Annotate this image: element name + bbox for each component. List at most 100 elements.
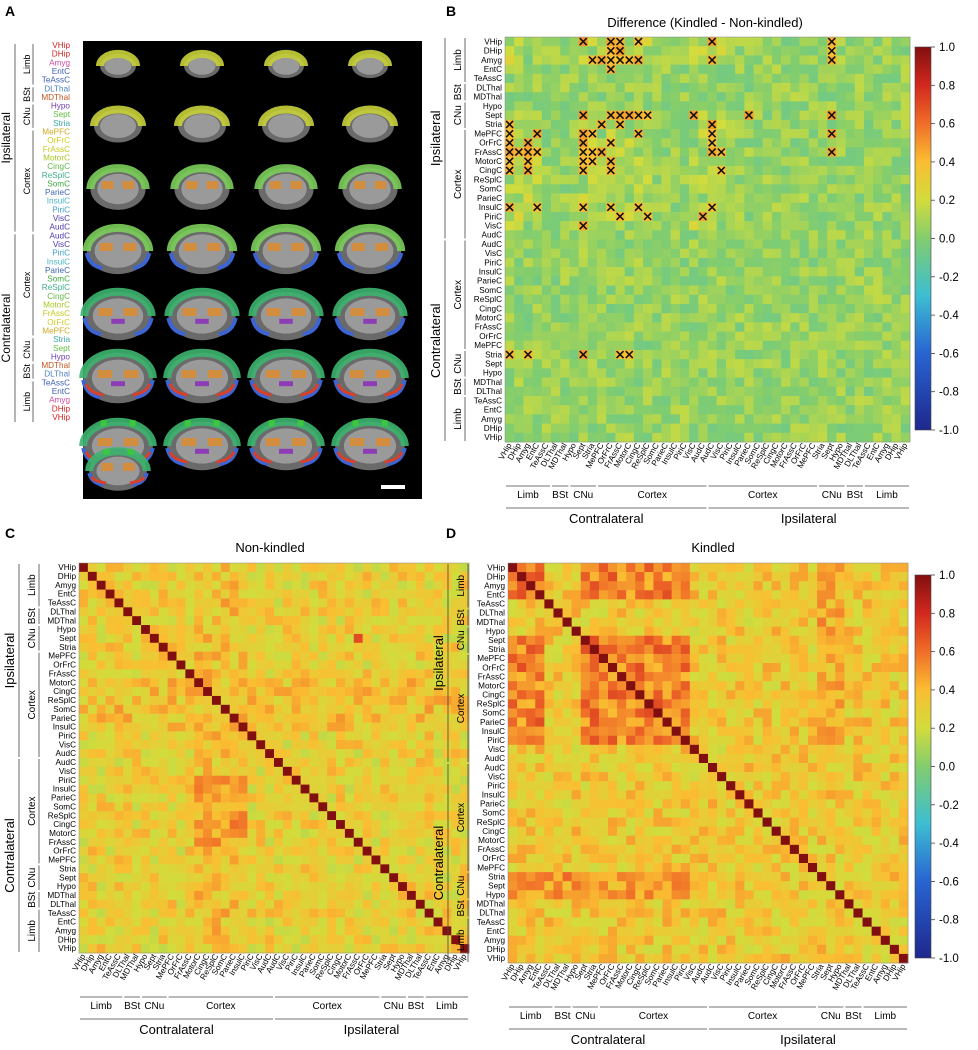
heatmap-cell (854, 368, 865, 378)
heatmap-cell (643, 267, 653, 277)
heatmap-cell (96, 598, 106, 608)
heatmap-cell (817, 55, 828, 65)
heatmap-cell (569, 110, 579, 121)
heatmap-cell (680, 663, 691, 673)
heatmap-cell (158, 660, 168, 670)
heatmap-cell (141, 926, 151, 936)
heatmap-cell (362, 917, 372, 927)
heatmap-cell (707, 414, 718, 424)
heatmap-cell (679, 377, 690, 388)
heatmap-cell (679, 184, 690, 194)
heatmap-cell (643, 322, 653, 332)
heatmap-cell (900, 432, 911, 443)
heatmap-cell (508, 635, 518, 646)
heatmap-cell (615, 138, 625, 148)
heatmap-cell (680, 635, 691, 646)
heatmap-cell (900, 110, 911, 121)
heatmap-cell (817, 635, 827, 646)
heatmap-cell (87, 731, 98, 741)
heatmap-cell (569, 322, 579, 332)
heatmap-cell (398, 563, 408, 573)
heatmap-cell (451, 589, 461, 599)
heatmap-cell (415, 633, 426, 644)
heatmap-cell (398, 642, 408, 652)
heatmap-cell (406, 642, 417, 652)
heatmap-cell (753, 423, 764, 434)
heatmap-cell (661, 64, 672, 75)
heatmap-cell (580, 599, 591, 609)
heatmap-cell (406, 855, 417, 865)
heatmap-cell (433, 580, 443, 590)
heatmap-cell (309, 642, 319, 652)
heatmap-cell (735, 340, 745, 351)
heatmap-cell (626, 590, 636, 600)
heatmap-cell (560, 294, 570, 305)
heatmap-cell (633, 414, 644, 424)
heatmap-cell (844, 635, 854, 646)
heatmap-cell (844, 644, 854, 655)
heatmap-cell (114, 758, 124, 768)
heatmap-cell (780, 572, 791, 582)
heatmap-cell (882, 322, 892, 332)
heatmap-cell (744, 64, 754, 75)
heatmap-cell (653, 626, 663, 637)
heatmap-cell (689, 92, 699, 102)
heatmap-cell (661, 349, 672, 360)
heatmap-cell (96, 687, 106, 697)
heatmap-cell (256, 642, 266, 652)
heatmap-cell (578, 92, 589, 102)
heatmap-cell (735, 175, 745, 185)
heatmap-cell (442, 616, 452, 626)
heatmap-cell (799, 147, 810, 157)
heatmap-cell (827, 294, 837, 305)
heatmap-cell (569, 230, 579, 240)
heatmap-cell (389, 820, 399, 830)
heatmap-cell (105, 837, 115, 847)
heatmap-cell (141, 669, 151, 679)
heatmap-cell (380, 598, 390, 608)
heatmap-cell (535, 653, 545, 664)
heatmap-cell (532, 184, 543, 194)
heatmap-cell (670, 202, 681, 213)
heatmap-cell (238, 651, 248, 661)
heatmap-cell (873, 239, 883, 250)
heatmap-cell (505, 175, 515, 185)
heatmap-cell (744, 699, 754, 709)
heatmap-cell (698, 303, 708, 314)
heatmap-cell (882, 73, 892, 84)
heatmap-cell (415, 749, 426, 759)
heatmap-cell (698, 83, 708, 93)
heatmap-cell (274, 766, 284, 777)
heatmap-cell (826, 572, 836, 582)
heatmap-cell (194, 633, 204, 644)
heatmap-cell (336, 678, 346, 688)
heatmap-cell (689, 405, 699, 415)
heatmap-cell (608, 617, 618, 627)
heatmap-cell (716, 313, 727, 323)
heatmap-cell (194, 660, 204, 670)
heatmap-cell (265, 775, 275, 785)
heatmap-cell (889, 653, 900, 664)
heatmap-cell (362, 802, 372, 812)
heatmap-cell (689, 599, 700, 609)
heatmap-cell (167, 837, 177, 847)
heatmap-cell (680, 590, 691, 600)
heatmap-cell (615, 267, 625, 277)
heatmap-cell (415, 758, 426, 768)
heatmap-cell (873, 322, 883, 332)
heatmap-cell (114, 731, 124, 741)
heatmap-cell (652, 322, 662, 332)
heatmap-cell (606, 119, 616, 130)
heatmap-cell (716, 276, 727, 286)
heatmap-cell (176, 598, 186, 608)
heatmap-cell (132, 633, 142, 644)
heatmap-cell (158, 571, 168, 582)
heatmap-cell (433, 660, 443, 670)
heatmap-cell (643, 165, 653, 176)
heatmap-cell (318, 935, 328, 945)
heatmap-cell (105, 589, 115, 599)
heatmap-cell (247, 846, 257, 856)
heatmap-cell (415, 704, 426, 715)
row-label: AudC (482, 240, 503, 249)
